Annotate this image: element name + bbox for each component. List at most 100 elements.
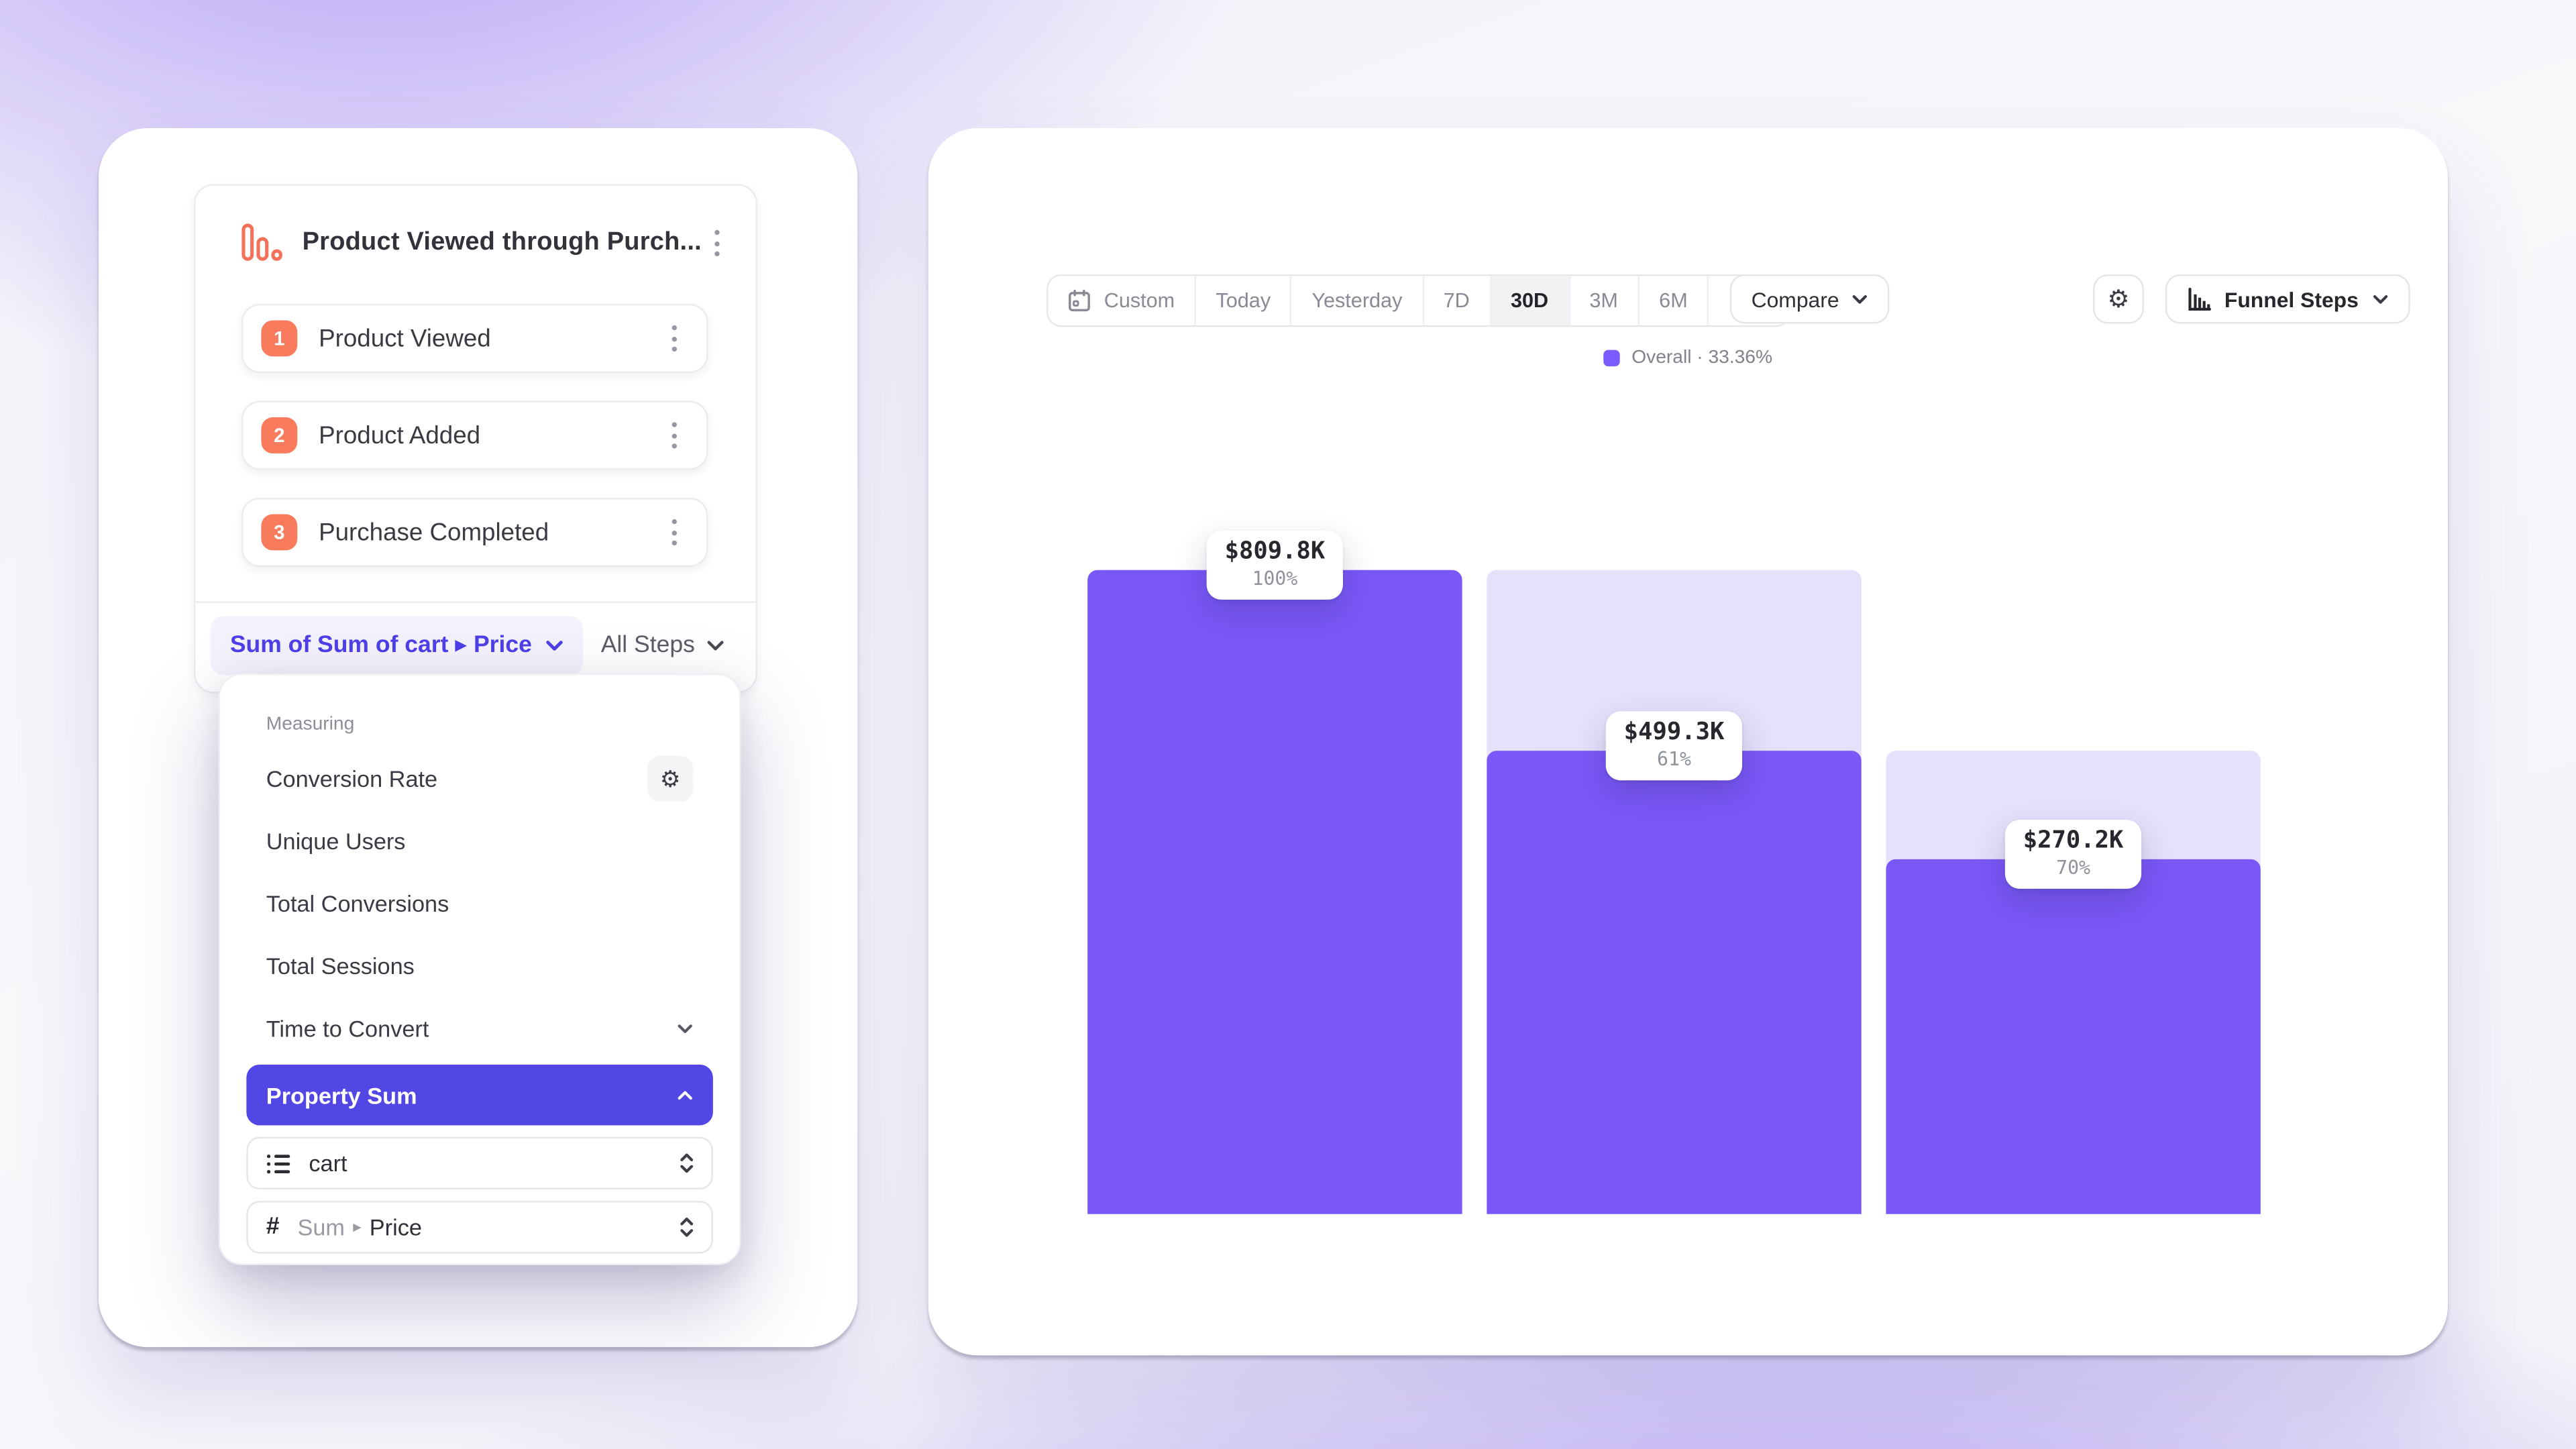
date-range-6m[interactable]: 6M	[1638, 276, 1708, 325]
chart-legend[interactable]: Overall · 33.36%	[928, 348, 2448, 368]
date-range-3m[interactable]: 3M	[1568, 276, 1638, 325]
date-range-custom[interactable]: Custom	[1048, 276, 1195, 325]
funnel-query-card: Product Viewed through Purch... 1 Product…	[193, 184, 757, 694]
compare-button[interactable]: Compare	[1729, 274, 1890, 324]
date-range-label: Today	[1216, 289, 1271, 313]
gear-icon: ⚙	[659, 764, 681, 792]
option-label: Total Conversions	[266, 890, 449, 917]
chevron-down-icon	[1853, 294, 1868, 303]
card-divider	[195, 601, 756, 603]
funnel-chart: $809.8K 100% $499.3K 61% $270.2K 70%	[1087, 531, 2261, 1214]
date-range-label: 30D	[1510, 289, 1549, 313]
funnel-bars-icon	[241, 223, 282, 261]
funnel-steps-list: 1 Product Viewed 2 Product Added 3 Purchase C…	[241, 304, 708, 567]
report-toolbar: CustomTodayYesterday7D30D3M6M12M Compare…	[928, 274, 2448, 327]
bar-value-label: $809.8K 100%	[1206, 531, 1344, 600]
query-builder-panel: Product Viewed through Purch... 1 Product…	[98, 128, 858, 1348]
measurement-row: Sum of Sum of cart ▸ Price All Steps	[210, 616, 741, 676]
bar-amount: $270.2K	[2023, 828, 2124, 855]
menu-section-label: Measuring	[266, 714, 355, 735]
funnel-step-row[interactable]: 3 Purchase Completed	[241, 498, 708, 567]
date-range-label: 7D	[1443, 289, 1470, 313]
compare-label: Compare	[1751, 286, 1839, 312]
date-range-label: Custom	[1104, 289, 1175, 313]
aggregation-select-field[interactable]: # Sum ▸ Price	[246, 1201, 713, 1254]
bar-percentage: 100%	[1252, 566, 1298, 590]
bar-percentage: 70%	[2056, 856, 2091, 880]
steps-scope-dropdown[interactable]: All Steps	[601, 633, 724, 659]
conversion-bar[interactable]	[1886, 859, 2261, 1214]
chevron-down-icon	[545, 641, 563, 651]
funnel-step-row[interactable]: 2 Product Added	[241, 400, 708, 470]
chart-type-dropdown[interactable]: Funnel Steps	[2165, 274, 2410, 324]
gear-icon: ⚙	[2107, 286, 2130, 314]
funnel-bar-group[interactable]: $270.2K 70%	[1886, 570, 2261, 1214]
bar-value-label: $270.2K 70%	[2004, 820, 2142, 890]
chevron-down-icon	[678, 1024, 692, 1032]
funnel-step-row[interactable]: 1 Product Viewed	[241, 304, 708, 373]
option-label: Total Sessions	[266, 953, 415, 979]
option-settings-button[interactable]: ⚙	[647, 755, 694, 802]
option-label: Time to Convert	[266, 1015, 429, 1042]
step-event-label: Product Added	[319, 421, 481, 449]
step-event-label: Purchase Completed	[319, 518, 549, 547]
measuring-option-property-sum[interactable]: Property Sum	[246, 1064, 713, 1126]
option-label: Conversion Rate	[266, 765, 438, 792]
number-icon: #	[266, 1214, 280, 1240]
breadcrumb-arrow: ▸	[353, 1218, 362, 1236]
chart-settings-button[interactable]: ⚙	[2092, 274, 2144, 324]
aggregation-prefix: Sum	[297, 1214, 345, 1240]
measuring-options-list: Conversion Rate ⚙ Unique Users Total Conver…	[246, 747, 713, 1126]
aggregation-property: Price	[369, 1214, 422, 1240]
select-stepper-icon	[680, 1218, 694, 1237]
date-range-7d[interactable]: 7D	[1421, 276, 1490, 325]
measurement-dropdown[interactable]: Sum of Sum of cart ▸ Price	[210, 616, 583, 676]
step-kebab-menu-icon[interactable]	[660, 321, 686, 357]
funnel-bar-group[interactable]: $499.3K 61%	[1487, 570, 1862, 1214]
step-event-label: Product Viewed	[319, 324, 491, 353]
date-range-label: 3M	[1589, 289, 1618, 313]
chevron-up-icon	[678, 1091, 692, 1100]
bar-percentage: 61%	[1657, 747, 1691, 770]
calendar-icon	[1069, 289, 1090, 312]
measuring-dropdown-menu: Measuring Conversion Rate ⚙ Unique Users To…	[218, 674, 741, 1265]
conversion-bar[interactable]	[1487, 750, 1862, 1214]
date-range-30d[interactable]: 30D	[1489, 276, 1568, 325]
chart-type-label: Funnel Steps	[2224, 286, 2359, 312]
funnel-bar-group[interactable]: $809.8K 100%	[1087, 531, 1462, 1214]
conversion-bar[interactable]	[1087, 570, 1462, 1214]
report-kebab-menu-icon[interactable]	[703, 225, 729, 262]
measurement-label: Sum of Sum of cart ▸ Price	[229, 632, 532, 659]
property-select-field[interactable]: cart	[246, 1136, 713, 1190]
date-range-label: 6M	[1659, 289, 1688, 313]
steps-scope-label: All Steps	[600, 632, 695, 659]
chevron-down-icon	[707, 641, 724, 651]
step-number-badge: 2	[261, 417, 298, 453]
option-label: Unique Users	[266, 828, 406, 855]
funnel-report-title: Product Viewed through Purch...	[302, 228, 702, 257]
date-range-segmented-control: CustomTodayYesterday7D30D3M6M12M	[1046, 274, 1790, 327]
chevron-down-icon	[2372, 294, 2387, 303]
option-label: Property Sum	[266, 1081, 417, 1108]
measuring-option-total-sessions[interactable]: Total Sessions	[256, 934, 703, 997]
measuring-option-total-conversions[interactable]: Total Conversions	[256, 872, 703, 934]
date-range-yesterday[interactable]: Yesterday	[1290, 276, 1422, 325]
date-range-label: Yesterday	[1311, 289, 1403, 313]
list-icon	[266, 1152, 291, 1174]
measuring-option-time-to-convert[interactable]: Time to Convert	[256, 998, 703, 1060]
select-stepper-icon	[680, 1153, 694, 1173]
aggregation-select-value: Sum ▸ Price	[297, 1214, 678, 1240]
bar-chart-icon	[2188, 286, 2211, 310]
step-number-badge: 1	[261, 320, 298, 357]
bar-amount: $809.8K	[1224, 539, 1326, 566]
date-range-today[interactable]: Today	[1194, 276, 1291, 325]
bar-amount: $499.3K	[1623, 719, 1725, 746]
step-kebab-menu-icon[interactable]	[660, 417, 686, 453]
measuring-option-conversion-rate[interactable]: Conversion Rate ⚙	[256, 747, 703, 810]
report-panel: CustomTodayYesterday7D30D3M6M12M Compare…	[928, 128, 2448, 1356]
step-kebab-menu-icon[interactable]	[660, 515, 686, 551]
property-select-value: cart	[309, 1150, 347, 1177]
legend-swatch	[1603, 350, 1621, 367]
measuring-option-unique-users[interactable]: Unique Users	[256, 810, 703, 872]
